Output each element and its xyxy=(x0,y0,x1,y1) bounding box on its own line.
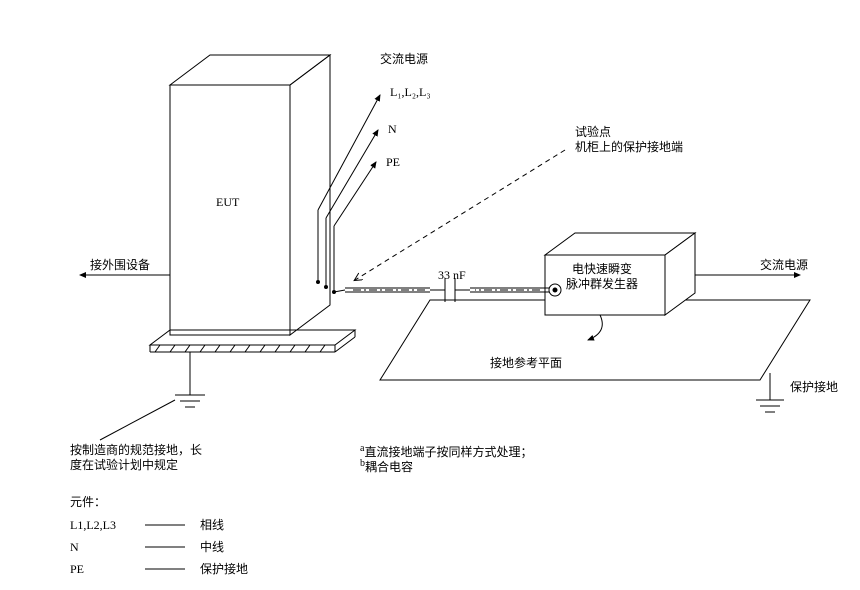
label-legend-title: 元件： xyxy=(70,495,106,509)
label-legend-l: L1,L2,L3 xyxy=(70,518,116,532)
label-protective-earth: 保护接地 xyxy=(790,380,838,394)
label-legend-pe: PE xyxy=(70,562,84,576)
label-n: N xyxy=(388,122,397,136)
eut-cabinet xyxy=(170,55,330,335)
label-legend-pe-desc: 保护接地 xyxy=(200,562,248,576)
label-peripheral: 接外围设备 xyxy=(90,258,150,272)
label-gen2: 脉冲群发生器 xyxy=(566,277,638,291)
label-testpoint1: 试验点 xyxy=(575,125,611,139)
label-gen1: 电快速瞬变 xyxy=(572,262,632,276)
label-ground-plane: 接地参考平面 xyxy=(490,356,562,370)
label-ac-top: 交流电源 xyxy=(380,52,428,66)
label-legend-n-desc: 中线 xyxy=(200,540,224,554)
label-earth-note2: 度在试验计划中规定 xyxy=(70,458,178,472)
label-testpoint2: 机柜上的保护接地端 xyxy=(575,140,683,154)
label-footnote-b: b耦合电容 xyxy=(360,458,413,474)
eut-baseplate xyxy=(150,330,355,352)
label-earth-note1: 按制造商的规范接地，长 xyxy=(70,443,202,457)
test-point-callout xyxy=(355,150,565,280)
earth-note-callout xyxy=(100,400,175,440)
generator-earth-lead xyxy=(588,315,602,340)
label-legend-n: N xyxy=(70,540,79,554)
eut-earth-lead xyxy=(175,352,205,407)
label-eut: EUT xyxy=(216,195,239,209)
label-legend-l-desc: 相线 xyxy=(200,518,224,532)
legend-lines xyxy=(145,525,185,569)
label-ac-right: 交流电源 xyxy=(760,258,808,272)
label-pe: PE xyxy=(386,155,400,169)
label-capacitor: 33 nF xyxy=(438,268,466,282)
diagram-container: 交流电源 L₁,L₂,L₃ N PE EUT 试验点 机柜上的保护接地端 接外围… xyxy=(0,0,860,590)
label-l: L₁,L₂,L₃ xyxy=(390,85,431,99)
power-leads xyxy=(317,95,381,294)
label-footnote-a: a直流接地端子按同样方式处理； xyxy=(360,443,532,459)
